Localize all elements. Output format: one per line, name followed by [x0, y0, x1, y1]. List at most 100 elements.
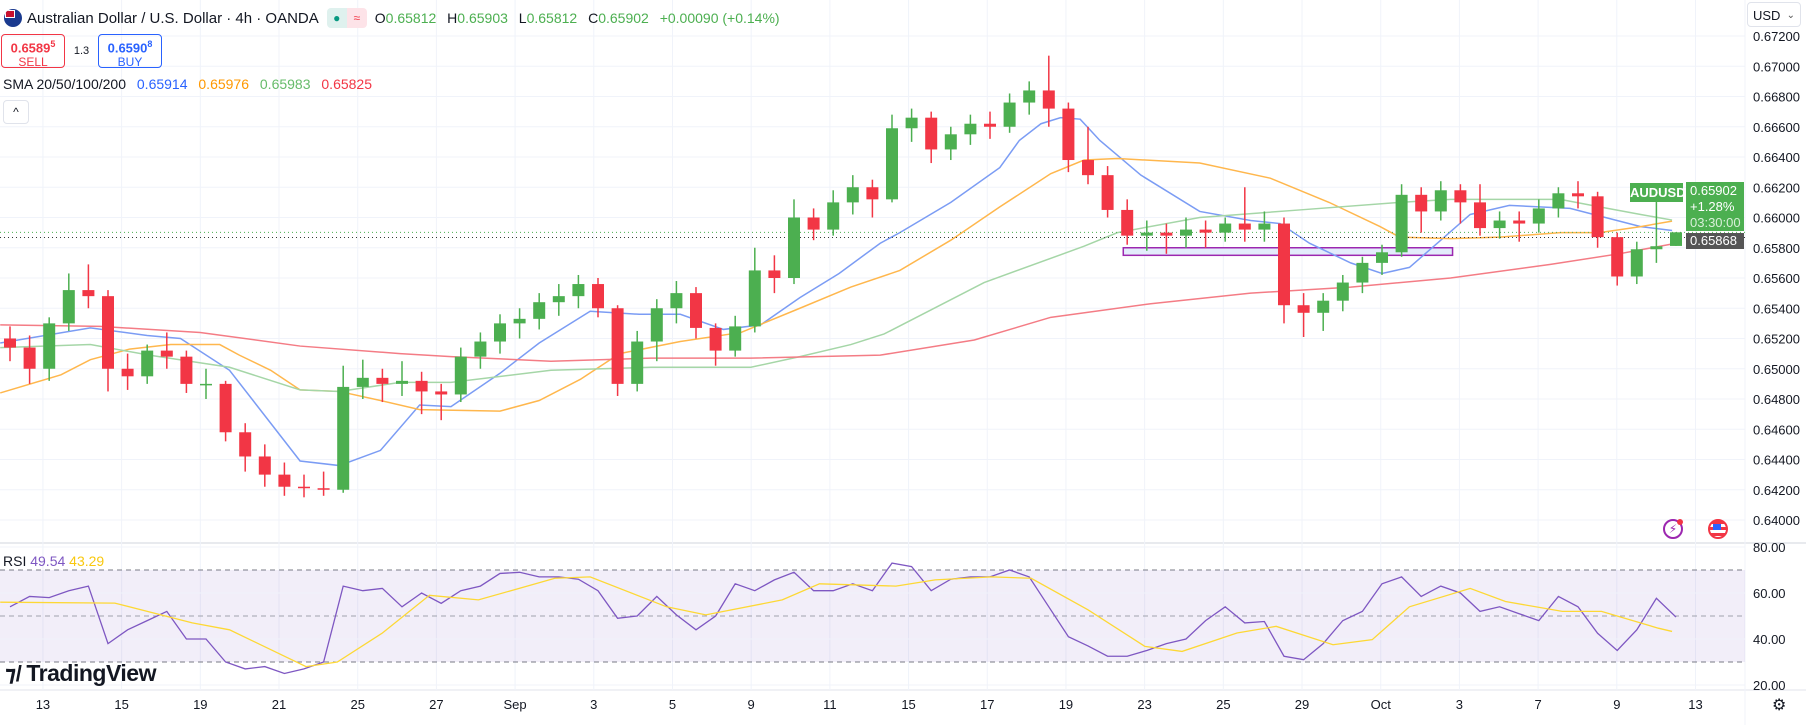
- market-status[interactable]: ● ≈: [326, 8, 367, 28]
- date-tick-label: 19: [193, 697, 207, 712]
- candle-down: [219, 383, 232, 433]
- us-flag-event-icon[interactable]: [1708, 519, 1728, 539]
- candle-up: [1376, 252, 1388, 263]
- candle-up: [62, 290, 75, 324]
- candle-down: [160, 350, 173, 357]
- date-tick-label: 25: [350, 697, 364, 712]
- sma200-line: [0, 243, 1673, 362]
- price-tick-label: 0.65800: [1753, 241, 1800, 256]
- settings-gear-icon[interactable]: ⚙: [1772, 697, 1787, 714]
- price-tick-label: 0.66600: [1753, 120, 1800, 135]
- candle-down: [1101, 175, 1114, 210]
- candle-down: [984, 123, 996, 127]
- candle-down: [102, 296, 114, 369]
- price-tick-label: 0.66400: [1753, 150, 1800, 165]
- candle-down: [415, 380, 428, 392]
- sell-button[interactable]: 0.65895 SELL: [1, 34, 65, 70]
- date-tick-label: 19: [1059, 697, 1073, 712]
- candle-up: [1023, 90, 1036, 103]
- sma200-value: 0.65825: [321, 76, 372, 92]
- candle-down: [180, 356, 193, 384]
- candle-up: [474, 341, 487, 357]
- candle-up: [1552, 193, 1565, 209]
- rsi-tick-label: 80.00: [1753, 540, 1786, 555]
- candle-down: [1591, 196, 1604, 238]
- candle-down: [298, 486, 310, 489]
- candle-up: [1434, 190, 1447, 212]
- candle-up: [200, 383, 212, 386]
- candle-down: [709, 327, 722, 351]
- logo-text: TradingView: [26, 660, 156, 686]
- rsi-value: 49.54: [30, 553, 66, 569]
- close-value: 0.65902: [598, 10, 649, 26]
- candle-up: [1219, 223, 1232, 233]
- date-tick-label: 13: [36, 697, 50, 712]
- ohlc-readout: O0.65812 H0.65903 L0.65812 C0.65902 +0.0…: [375, 10, 787, 26]
- chevron-down-icon: ⌄: [1786, 10, 1795, 21]
- tradingview-logo[interactable]: ⁊/ TradingView: [5, 660, 156, 687]
- sell-price-pip: 5: [50, 39, 56, 49]
- candle-down: [1199, 229, 1212, 233]
- candle-down: [82, 290, 95, 297]
- candle-down: [435, 391, 448, 395]
- candle-down: [1082, 160, 1094, 176]
- price-tick-label: 0.65600: [1753, 271, 1800, 286]
- date-tick-label: Oct: [1371, 697, 1392, 712]
- date-tick-label: 5: [669, 697, 676, 712]
- candle-down: [1238, 223, 1251, 230]
- price-tick-label: 0.64200: [1753, 483, 1800, 498]
- candle-down: [1611, 237, 1624, 277]
- sma-legend[interactable]: SMA 20/50/100/200 0.65914 0.65976 0.6598…: [3, 76, 379, 92]
- candle-down: [592, 284, 604, 309]
- buy-button[interactable]: 0.65908 BUY: [98, 34, 162, 69]
- price-tick-label: 0.67200: [1753, 29, 1800, 44]
- candle-down: [1415, 194, 1428, 212]
- candle-up: [631, 341, 644, 384]
- candle-up: [141, 350, 154, 377]
- price-tick-label: 0.64000: [1753, 513, 1800, 528]
- candle-down: [1278, 223, 1290, 306]
- date-tick-label: 15: [114, 697, 128, 712]
- candle-up: [886, 128, 898, 200]
- candle-up: [1630, 249, 1643, 277]
- price-tick-label: 0.66000: [1753, 211, 1800, 226]
- sma20-line: [0, 116, 1673, 467]
- price-tick-label: 0.64400: [1753, 453, 1800, 468]
- low-label: L: [518, 10, 527, 26]
- candle-up: [670, 293, 683, 309]
- date-tick-label: 3: [590, 697, 597, 712]
- rsi-line: [9, 562, 1677, 675]
- candle-up: [552, 296, 565, 303]
- symbol-price-tag: AUDUSD: [1630, 183, 1686, 202]
- rsi-ma-value: 43.29: [69, 553, 105, 569]
- collapse-legend-button[interactable]: ^: [3, 100, 29, 124]
- price-tick-label: 0.66800: [1753, 90, 1800, 105]
- symbol-title[interactable]: Australian Dollar / U.S. Dollar · 4h · O…: [27, 9, 319, 27]
- candle-down: [1474, 202, 1486, 229]
- candle-down: [866, 187, 879, 200]
- candle-down: [376, 377, 389, 384]
- open-value: 0.65812: [385, 10, 437, 26]
- candle-down: [807, 217, 820, 230]
- date-tick-label: 21: [272, 697, 286, 712]
- candle-down: [1062, 108, 1075, 161]
- candle-up: [729, 326, 742, 351]
- chevron-up-icon: ^: [13, 105, 19, 119]
- candle-up: [396, 380, 408, 384]
- current-price-tag: 0.65902 +1.28% 03:30:00: [1686, 182, 1744, 231]
- low-value: 0.65812: [526, 10, 578, 26]
- price-tick-label: 0.65200: [1753, 332, 1800, 347]
- candle-up: [454, 356, 467, 395]
- sma100-value: 0.65983: [259, 76, 311, 92]
- price-tick-label: 0.66200: [1753, 180, 1800, 195]
- candle-up: [1317, 300, 1330, 313]
- rsi-legend[interactable]: RSI 49.54 43.29: [3, 553, 104, 569]
- sell-label: SELL: [18, 55, 48, 70]
- candle-up: [1140, 232, 1153, 236]
- date-tick-label: 29: [1295, 697, 1309, 712]
- candle-up: [337, 386, 350, 490]
- currency-select[interactable]: USD ⌄: [1747, 2, 1801, 27]
- lightning-event-icon[interactable]: ⚡: [1663, 519, 1683, 539]
- price-tick-label: 0.67000: [1753, 59, 1800, 74]
